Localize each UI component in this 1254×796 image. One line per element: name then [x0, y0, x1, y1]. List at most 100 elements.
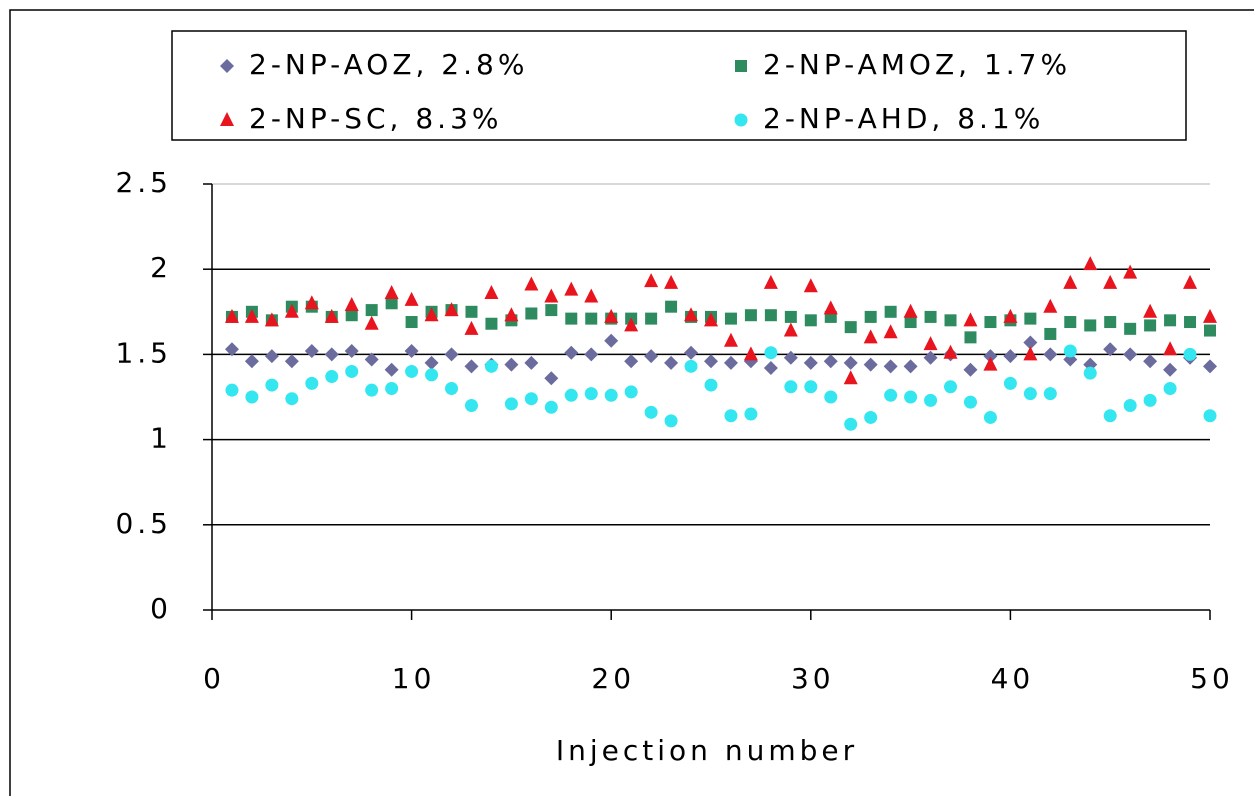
- data-point: [384, 285, 399, 300]
- data-point: [285, 392, 299, 406]
- data-point: [704, 378, 718, 392]
- data-point: [863, 357, 878, 372]
- legend-label: 2-NP-AMOZ, 1.7%: [763, 48, 1071, 81]
- data-point: [804, 314, 817, 327]
- data-point: [1063, 344, 1077, 358]
- data-point: [224, 342, 239, 357]
- data-point: [763, 361, 778, 376]
- data-point: [1023, 387, 1037, 401]
- data-point: [264, 312, 279, 327]
- data-point: [544, 400, 558, 414]
- data-point: [724, 312, 737, 325]
- x-tick-label: 30: [791, 662, 835, 695]
- data-point: [924, 310, 937, 323]
- data-point: [1003, 376, 1017, 390]
- data-point: [445, 381, 459, 395]
- data-point: [464, 399, 478, 413]
- chart-frame: [9, 9, 1254, 796]
- data-point: [624, 354, 639, 369]
- data-point: [1143, 354, 1158, 369]
- data-point: [1064, 316, 1077, 329]
- data-point: [584, 288, 599, 303]
- y-tick-label: 2: [150, 251, 172, 284]
- legend-label: 2-NP-AOZ, 2.8%: [249, 48, 528, 81]
- data-point: [863, 329, 878, 344]
- data-point: [1203, 409, 1217, 423]
- data-point: [823, 354, 838, 369]
- data-point: [585, 312, 598, 325]
- data-point: [944, 380, 958, 394]
- data-point: [984, 316, 997, 329]
- data-point: [684, 307, 699, 322]
- legend-marker: [735, 60, 747, 72]
- data-point: [783, 322, 798, 337]
- legend-box: [171, 30, 1187, 141]
- data-point: [964, 331, 977, 344]
- data-point: [424, 307, 439, 322]
- data-point: [584, 347, 599, 362]
- data-point: [903, 303, 918, 318]
- data-point: [325, 370, 339, 384]
- legend-marker: [734, 113, 748, 127]
- data-point: [245, 390, 259, 404]
- data-point: [963, 362, 978, 377]
- data-point: [385, 297, 398, 310]
- data-point: [425, 368, 439, 382]
- data-point: [1203, 359, 1217, 374]
- data-point: [465, 305, 478, 318]
- data-point: [485, 317, 498, 330]
- data-point: [823, 300, 838, 315]
- data-point: [405, 316, 418, 329]
- data-point: [783, 350, 798, 365]
- data-point: [1044, 327, 1057, 340]
- legend-label: 2-NP-AHD, 8.1%: [763, 102, 1044, 135]
- data-point: [564, 388, 578, 402]
- data-point: [963, 312, 978, 327]
- data-point: [1103, 342, 1118, 357]
- data-point: [883, 359, 898, 374]
- data-point: [365, 304, 378, 317]
- data-point: [504, 357, 519, 372]
- data-point: [1123, 399, 1137, 413]
- data-point: [524, 355, 539, 370]
- data-point: [644, 349, 659, 364]
- data-point: [265, 378, 279, 392]
- data-point: [1163, 381, 1177, 395]
- data-point: [444, 302, 459, 317]
- data-point: [723, 332, 738, 347]
- data-point: [664, 414, 678, 428]
- data-point: [924, 393, 938, 407]
- data-point: [564, 345, 579, 360]
- data-point: [1163, 362, 1178, 377]
- data-point: [1104, 316, 1117, 329]
- data-point: [1043, 298, 1058, 313]
- y-tick-label: 1.5: [115, 336, 172, 369]
- data-point: [803, 355, 818, 370]
- data-point: [983, 356, 998, 371]
- data-point: [804, 380, 818, 394]
- data-point: [424, 355, 439, 370]
- data-point: [743, 346, 758, 361]
- data-point: [1163, 341, 1178, 356]
- data-point: [684, 359, 698, 373]
- data-point: [584, 387, 598, 401]
- data-point: [484, 285, 499, 300]
- data-point: [444, 347, 459, 362]
- data-point: [524, 276, 539, 291]
- data-point: [923, 350, 938, 365]
- data-point: [1003, 308, 1018, 323]
- data-point: [724, 409, 738, 423]
- data-point: [904, 316, 917, 329]
- data-point: [903, 359, 918, 374]
- x-tick-label: 10: [392, 662, 436, 695]
- data-point: [244, 308, 259, 323]
- data-point: [803, 278, 818, 293]
- data-point: [565, 312, 578, 325]
- data-point: [464, 320, 479, 335]
- data-point: [983, 410, 997, 424]
- data-point: [883, 324, 898, 339]
- legend-marker: [220, 112, 234, 126]
- data-point: [564, 281, 579, 296]
- data-point: [525, 307, 538, 320]
- data-point: [864, 310, 877, 323]
